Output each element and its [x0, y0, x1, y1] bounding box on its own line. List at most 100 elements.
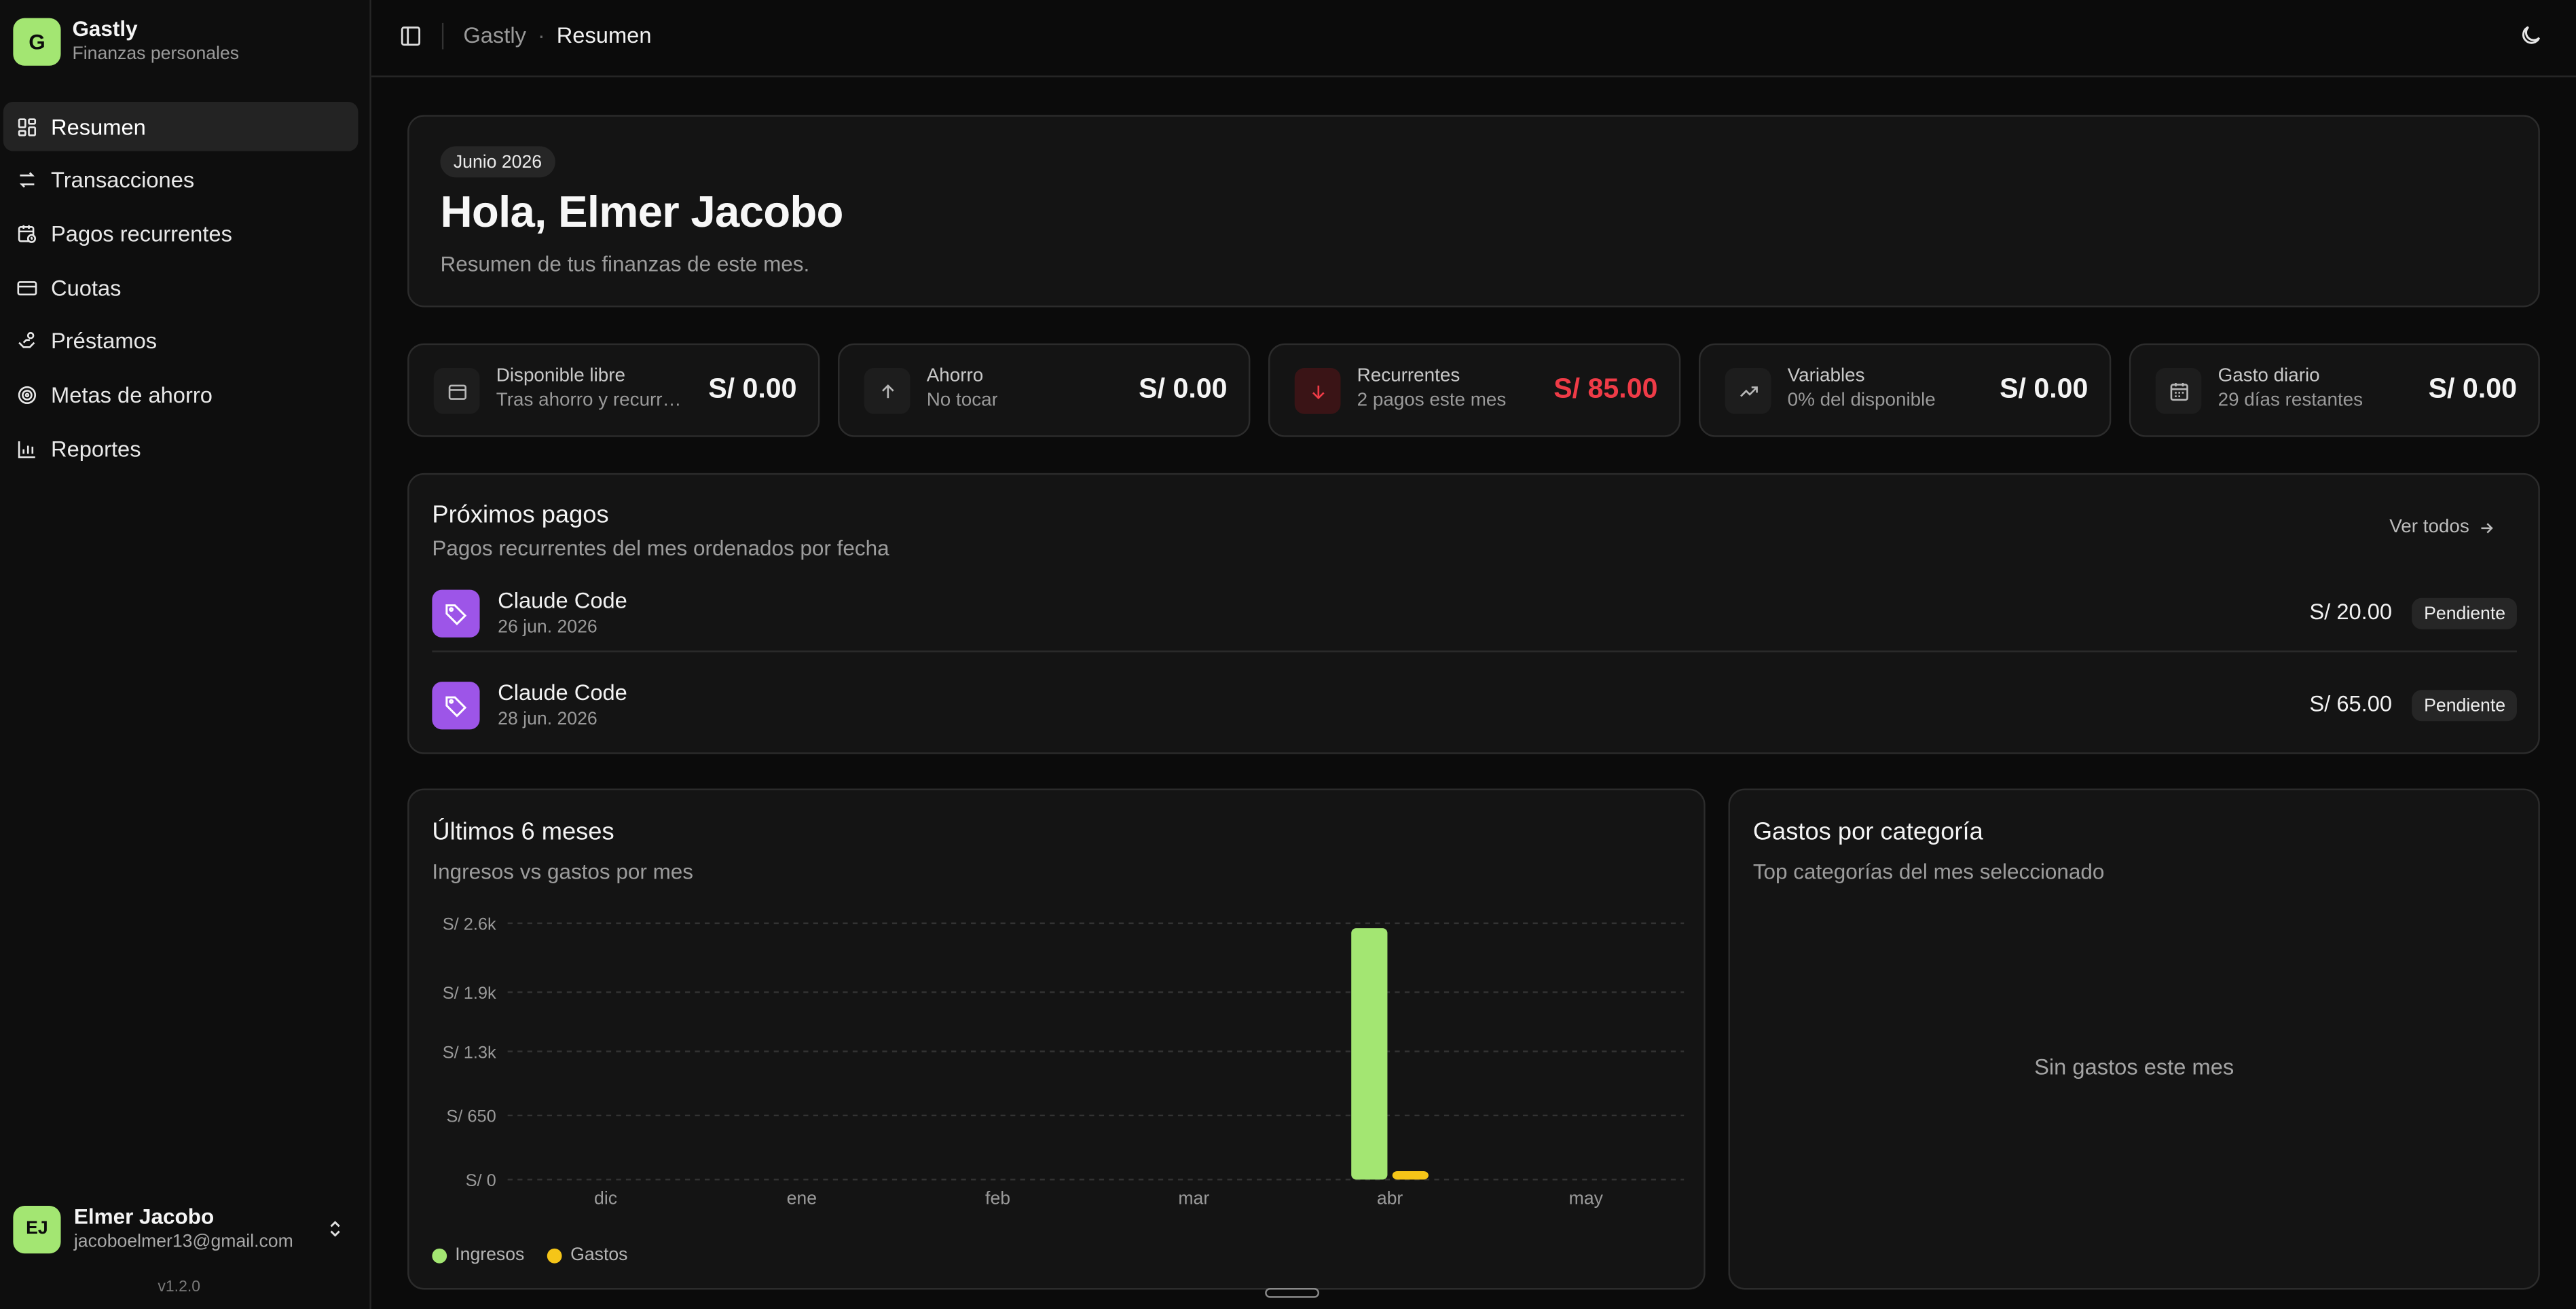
x-tick-label: mar — [1178, 1188, 1209, 1209]
brand-subtitle: Finanzas personales — [72, 44, 240, 64]
stat-label: Gasto diario — [2218, 366, 2320, 386]
resize-handle[interactable] — [1265, 1288, 1320, 1298]
brand-logo: G — [13, 17, 61, 65]
credit-card-icon — [15, 276, 38, 299]
empty-state: Sin gastos este mes — [2034, 1054, 2234, 1080]
income-expense-chart: S/ 0 S/ 650 S/ 1.3k S/ 1.9k S/ 2.6k dic ene feb… — [443, 915, 1685, 1209]
breadcrumb-root[interactable]: Gastly — [463, 22, 526, 48]
sidebar-item-label: Cuotas — [51, 275, 122, 300]
see-all-label: Ver todos — [2389, 517, 2469, 538]
brand-name: Gastly — [72, 16, 138, 41]
x-tick-label: feb — [985, 1188, 1010, 1209]
section-title: Próximos pagos — [432, 501, 609, 530]
page-title: Hola, Elmer Jacobo — [440, 187, 843, 237]
bar-ingresos-abr — [1351, 928, 1388, 1180]
stat-value: S/ 0.00 — [2000, 373, 2089, 405]
payment-date: 28 jun. 2026 — [498, 709, 597, 730]
x-tick-label: dic — [594, 1188, 617, 1209]
sidebar-item-prestamos[interactable]: Préstamos — [3, 316, 358, 366]
legend-item-gastos: Gastos — [547, 1245, 627, 1265]
tag-icon — [432, 589, 480, 638]
stat-disponible-libre: Disponible libre Tras ahorro y recurrent… — [407, 343, 820, 437]
sidebar-item-metas-ahorro[interactable]: Metas de ahorro — [3, 370, 358, 420]
stat-ahorro: Ahorro No tocar S/ 0.00 — [838, 343, 1251, 437]
last-6-months-card: Últimos 6 meses Ingresos vs gastos por m… — [407, 788, 1706, 1290]
see-all-link[interactable]: Ver todos — [2389, 517, 2495, 537]
trending-up-icon — [1725, 368, 1771, 414]
sidebar-item-label: Transacciones — [51, 168, 195, 193]
sidebar-item-cuotas[interactable]: Cuotas — [3, 263, 358, 312]
sidebar-item-label: Reportes — [51, 436, 141, 462]
legend-item-ingresos: Ingresos — [432, 1245, 524, 1265]
section-title: Últimos 6 meses — [432, 818, 614, 847]
legend-dot — [547, 1247, 563, 1263]
sidebar: G Gastly Finanzas personales Resumen Tra… — [0, 0, 371, 1309]
sidebar-item-label: Pagos recurrentes — [51, 221, 232, 246]
section-subtitle: Pagos recurrentes del mes ordenados por … — [432, 535, 889, 561]
stat-value: S/ 0.00 — [708, 373, 797, 405]
sidebar-item-reportes[interactable]: Reportes — [3, 424, 358, 474]
sidebar-item-transacciones[interactable]: Transacciones — [3, 155, 358, 205]
x-tick-label: ene — [787, 1188, 817, 1209]
stat-value: S/ 0.00 — [2428, 373, 2517, 405]
app-version: v1.2.0 — [158, 1278, 201, 1297]
breadcrumb-current: Resumen — [556, 22, 652, 48]
payment-row[interactable]: Claude Code 26 jun. 2026 S/ 20.00 Pendie… — [432, 580, 2517, 652]
sidebar-item-label: Préstamos — [51, 329, 158, 354]
payment-name: Claude Code — [498, 588, 627, 613]
sidebar-item-pagos-recurrentes[interactable]: Pagos recurrentes — [3, 209, 358, 259]
x-tick-label: may — [1569, 1188, 1604, 1209]
sidebar-item-label: Resumen — [51, 114, 146, 139]
target-icon — [15, 384, 38, 407]
moon-icon[interactable] — [2518, 23, 2543, 48]
calendar-icon — [2155, 368, 2202, 414]
section-subtitle: Top categorías del mes seleccionado — [1752, 859, 2105, 884]
chart-legend: Ingresos Gastos — [432, 1245, 627, 1265]
arrow-down-icon — [1294, 368, 1341, 414]
stat-recurrentes: Recurrentes 2 pagos este mes S/ 85.00 — [1268, 343, 1681, 437]
month-badge: Junio 2026 — [440, 146, 555, 178]
sidebar-toggle-icon[interactable] — [399, 24, 422, 48]
y-tick-label: S/ 650 — [446, 1107, 496, 1126]
upcoming-payments-card: Próximos pagos Pagos recurrentes del mes… — [407, 473, 2540, 754]
stat-subtitle: No tocar — [926, 390, 998, 411]
stat-gasto-diario: Gasto diario 29 días restantes S/ 0.00 — [2129, 343, 2540, 437]
user-menu[interactable]: EJ Elmer Jacobo jacoboelmer13@gmail.com — [13, 1204, 358, 1254]
user-name: Elmer Jacobo — [73, 1204, 215, 1229]
payment-name: Claude Code — [498, 680, 627, 705]
x-tick-label: abr — [1377, 1188, 1403, 1209]
arrows-swap-icon — [15, 168, 38, 191]
stat-value: S/ 85.00 — [1553, 373, 1658, 405]
payment-row[interactable]: Claude Code 28 jun. 2026 S/ 65.00 Pendie… — [432, 672, 2517, 744]
legend-label: Ingresos — [455, 1245, 525, 1266]
stat-variables: Variables 0% del disponible S/ 0.00 — [1698, 343, 2112, 437]
payment-date: 26 jun. 2026 — [498, 617, 597, 638]
sidebar-item-resumen[interactable]: Resumen — [3, 102, 358, 151]
brand[interactable]: G Gastly Finanzas personales — [13, 16, 239, 66]
y-tick-label: S/ 1.3k — [443, 1043, 496, 1062]
bar-gastos-abr — [1392, 1171, 1429, 1180]
legend-dot — [432, 1247, 447, 1263]
hand-coins-icon — [15, 330, 38, 353]
dashboard-icon — [15, 115, 38, 138]
payment-amount: S/ 65.00 — [2309, 691, 2393, 716]
y-tick-label: S/ 2.6k — [443, 915, 496, 934]
legend-label: Gastos — [570, 1245, 628, 1266]
y-tick-label: S/ 0 — [466, 1171, 496, 1190]
stat-subtitle: 29 días restantes — [2218, 390, 2363, 411]
status-badge: Pendiente — [2412, 597, 2517, 629]
arrow-up-icon — [864, 368, 910, 414]
bar-chart-icon — [15, 437, 38, 460]
top-bar: Gastly · Resumen — [371, 0, 2576, 77]
stat-subtitle: 0% del disponible — [1787, 390, 1936, 411]
stat-label: Recurrentes — [1357, 366, 1460, 386]
status-badge: Pendiente — [2412, 690, 2517, 722]
chevrons-up-down-icon[interactable] — [325, 1217, 345, 1249]
sidebar-item-label: Metas de ahorro — [51, 382, 213, 407]
breadcrumb: Gastly · Resumen — [463, 23, 651, 48]
y-tick-label: S/ 1.9k — [443, 984, 496, 1003]
section-subtitle: Ingresos vs gastos por mes — [432, 859, 694, 884]
expenses-by-category-card: Gastos por categoría Top categorías del … — [1728, 788, 2540, 1290]
page-subtitle: Resumen de tus finanzas de este mes. — [440, 251, 810, 276]
divider — [441, 22, 444, 50]
